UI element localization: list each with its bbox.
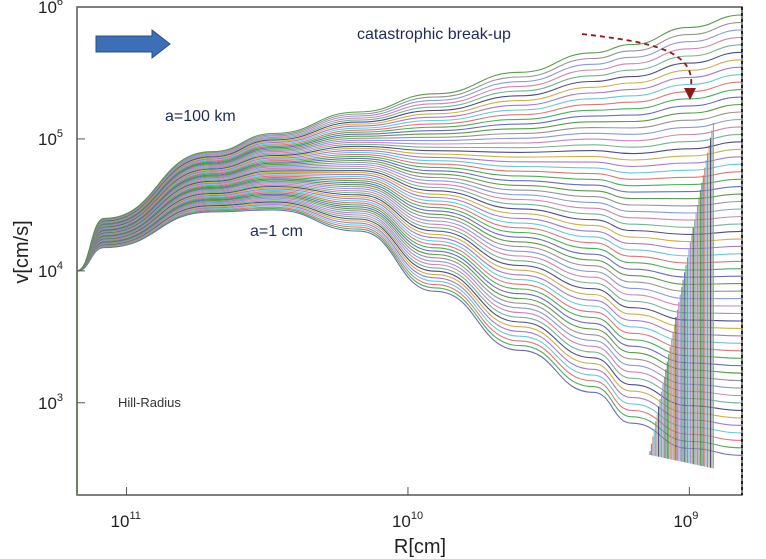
velocity-curve [76, 175, 743, 495]
velocity-curve [76, 188, 743, 495]
velocity-curve [76, 198, 743, 495]
x-axis-ticks: 1011 1010 109 [111, 487, 698, 531]
velocity-curve [76, 197, 743, 495]
x-tick-label: 1011 [111, 510, 141, 531]
breakup-arrowhead [684, 88, 696, 100]
y-axis-ticks: 103 104 105 106 [38, 0, 85, 413]
x-tick-label: 109 [673, 510, 698, 531]
velocity-curve [76, 209, 743, 495]
y-tick-label: 105 [38, 128, 63, 149]
annotation-breakup: catastrophic break-up [357, 26, 511, 43]
breakup-arrow [581, 33, 693, 93]
x-tick-label: 1010 [392, 510, 423, 531]
velocity-curve [76, 183, 743, 495]
velocity-curve [76, 191, 743, 495]
y-tick-label: 103 [38, 392, 63, 413]
direction-arrow-icon [95, 28, 171, 60]
velocity-curve [76, 187, 743, 495]
velocity-curve [76, 200, 743, 495]
velocity-curve [76, 185, 743, 495]
velocity-curve [76, 184, 743, 495]
velocity-curve [76, 205, 743, 495]
curves-group [76, 14, 743, 495]
velocity-curve [76, 192, 743, 495]
velocity-curve [76, 179, 743, 495]
velocity-curve [76, 176, 743, 495]
velocity-curve [76, 204, 743, 495]
hill-radius-label: Hill-Radius [118, 395, 181, 410]
velocity-curve [76, 14, 743, 495]
velocity-curve [76, 193, 743, 495]
velocity-curve [76, 196, 743, 495]
x-axis-label: R[cm] [394, 536, 446, 558]
velocity-curve [76, 201, 743, 495]
velocity-curve [76, 157, 743, 495]
y-tick-label: 106 [38, 0, 63, 17]
velocity-curve [76, 174, 743, 495]
velocity-curve [76, 180, 743, 495]
y-tick-label: 104 [38, 260, 63, 281]
velocity-curve [76, 195, 743, 495]
velocity-curve [76, 206, 743, 495]
velocity-curve [76, 189, 743, 495]
y-axis-label: v[cm/s] [11, 220, 33, 283]
velocity-curve [76, 182, 743, 495]
velocity-curve [76, 208, 743, 495]
annotation-top-curve: a=100 km [165, 108, 236, 125]
annotation-bottom-curve: a=1 cm [250, 223, 303, 240]
velocity-curve [76, 202, 743, 495]
velocity-curve [76, 178, 743, 495]
